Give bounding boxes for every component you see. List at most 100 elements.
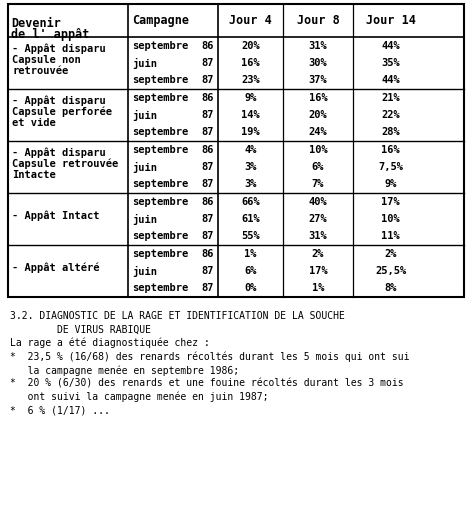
Text: Jour 8: Jour 8 xyxy=(296,14,339,27)
Text: juin: juin xyxy=(132,57,157,68)
Bar xyxy=(8,4,464,297)
Text: - Appât disparu: - Appât disparu xyxy=(12,148,106,158)
Text: 3%: 3% xyxy=(244,162,257,172)
Text: 16%: 16% xyxy=(241,58,260,68)
Text: la campagne menée en septembre 1986;: la campagne menée en septembre 1986; xyxy=(10,365,239,376)
Text: *  23,5 % (16/68) des renards récoltés durant les 5 mois qui ont sui: * 23,5 % (16/68) des renards récoltés du… xyxy=(10,352,410,362)
Text: 9%: 9% xyxy=(384,179,397,190)
Text: 0%: 0% xyxy=(244,283,257,293)
Text: 31%: 31% xyxy=(309,41,328,51)
Text: 86: 86 xyxy=(202,92,214,103)
Text: ont suivi la campagne menée en juin 1987;: ont suivi la campagne menée en juin 1987… xyxy=(10,392,269,403)
Text: *  6 % (1/17) ...: * 6 % (1/17) ... xyxy=(10,406,110,415)
Text: 86: 86 xyxy=(202,197,214,206)
Text: Campagne: Campagne xyxy=(132,14,189,27)
Text: Capsule retrouvée: Capsule retrouvée xyxy=(12,158,118,169)
Text: 23%: 23% xyxy=(241,75,260,85)
Text: 87: 87 xyxy=(202,58,214,68)
Text: septembre: septembre xyxy=(132,283,188,293)
Text: 31%: 31% xyxy=(309,231,328,241)
Text: 17%: 17% xyxy=(381,197,400,206)
Text: de l' appât: de l' appât xyxy=(11,28,89,41)
Text: - Appât disparu: - Appât disparu xyxy=(12,43,106,54)
Text: septembre: septembre xyxy=(132,249,188,259)
Text: 11%: 11% xyxy=(381,231,400,241)
Text: 14%: 14% xyxy=(241,110,260,120)
Text: Jour 4: Jour 4 xyxy=(229,14,272,27)
Text: 87: 87 xyxy=(202,179,214,190)
Text: 87: 87 xyxy=(202,266,214,276)
Text: - Appât altéré: - Appât altéré xyxy=(12,263,100,273)
Text: DE VIRUS RABIQUE: DE VIRUS RABIQUE xyxy=(10,324,151,335)
Text: 6%: 6% xyxy=(244,266,257,276)
Text: 28%: 28% xyxy=(381,127,400,137)
Text: juin: juin xyxy=(132,214,157,224)
Text: 66%: 66% xyxy=(241,197,260,206)
Text: 2%: 2% xyxy=(384,249,397,259)
Text: 17%: 17% xyxy=(309,266,328,276)
Text: 19%: 19% xyxy=(241,127,260,137)
Text: - Appât Intact: - Appât Intact xyxy=(12,211,100,221)
Text: 7,5%: 7,5% xyxy=(378,162,403,172)
Text: *  20 % (6/30) des renards et une fouine récoltés durant les 3 mois: * 20 % (6/30) des renards et une fouine … xyxy=(10,379,404,388)
Text: 44%: 44% xyxy=(381,41,400,51)
Text: juin: juin xyxy=(132,266,157,276)
Text: 10%: 10% xyxy=(381,214,400,224)
Text: 7%: 7% xyxy=(312,179,324,190)
Text: 87: 87 xyxy=(202,283,214,293)
Text: 86: 86 xyxy=(202,145,214,155)
Text: 44%: 44% xyxy=(381,75,400,85)
Text: 24%: 24% xyxy=(309,127,328,137)
Text: juin: juin xyxy=(132,161,157,173)
Text: 9%: 9% xyxy=(244,92,257,103)
Text: 86: 86 xyxy=(202,41,214,51)
Text: 6%: 6% xyxy=(312,162,324,172)
Text: 3.2. DIAGNOSTIC DE LA RAGE ET IDENTIFICATION DE LA SOUCHE: 3.2. DIAGNOSTIC DE LA RAGE ET IDENTIFICA… xyxy=(10,311,345,321)
Text: septembre: septembre xyxy=(132,41,188,51)
Text: 8%: 8% xyxy=(384,283,397,293)
Text: Devenir: Devenir xyxy=(11,17,61,30)
Text: juin: juin xyxy=(132,109,157,121)
Text: 87: 87 xyxy=(202,162,214,172)
Text: et vide: et vide xyxy=(12,118,56,128)
Text: 20%: 20% xyxy=(309,110,328,120)
Text: 10%: 10% xyxy=(309,145,328,155)
Text: 4%: 4% xyxy=(244,145,257,155)
Text: 16%: 16% xyxy=(381,145,400,155)
Text: septembre: septembre xyxy=(132,92,188,103)
Text: - Appât disparu: - Appât disparu xyxy=(12,96,106,106)
Text: 87: 87 xyxy=(202,110,214,120)
Text: Capsule perforée: Capsule perforée xyxy=(12,106,112,117)
Text: 30%: 30% xyxy=(309,58,328,68)
Text: 27%: 27% xyxy=(309,214,328,224)
Text: 16%: 16% xyxy=(309,92,328,103)
Text: La rage a été diagnostiquée chez :: La rage a été diagnostiquée chez : xyxy=(10,338,210,349)
Text: septembre: septembre xyxy=(132,145,188,155)
Text: 87: 87 xyxy=(202,127,214,137)
Text: septembre: septembre xyxy=(132,179,188,190)
Text: 1%: 1% xyxy=(312,283,324,293)
Text: septembre: septembre xyxy=(132,75,188,85)
Text: 21%: 21% xyxy=(381,92,400,103)
Text: 2%: 2% xyxy=(312,249,324,259)
Text: 86: 86 xyxy=(202,249,214,259)
Text: Intacte: Intacte xyxy=(12,170,56,180)
Text: Jour 14: Jour 14 xyxy=(365,14,415,27)
Text: Capsule non: Capsule non xyxy=(12,55,81,65)
Text: 87: 87 xyxy=(202,75,214,85)
Text: 37%: 37% xyxy=(309,75,328,85)
Text: 20%: 20% xyxy=(241,41,260,51)
Text: septembre: septembre xyxy=(132,231,188,241)
Text: septembre: septembre xyxy=(132,127,188,137)
Text: septembre: septembre xyxy=(132,197,188,206)
Text: retrouvée: retrouvée xyxy=(12,66,68,76)
Text: 61%: 61% xyxy=(241,214,260,224)
Text: 22%: 22% xyxy=(381,110,400,120)
Text: 25,5%: 25,5% xyxy=(375,266,406,276)
Text: 40%: 40% xyxy=(309,197,328,206)
Text: 3%: 3% xyxy=(244,179,257,190)
Text: 87: 87 xyxy=(202,231,214,241)
Text: 1%: 1% xyxy=(244,249,257,259)
Text: 55%: 55% xyxy=(241,231,260,241)
Text: 35%: 35% xyxy=(381,58,400,68)
